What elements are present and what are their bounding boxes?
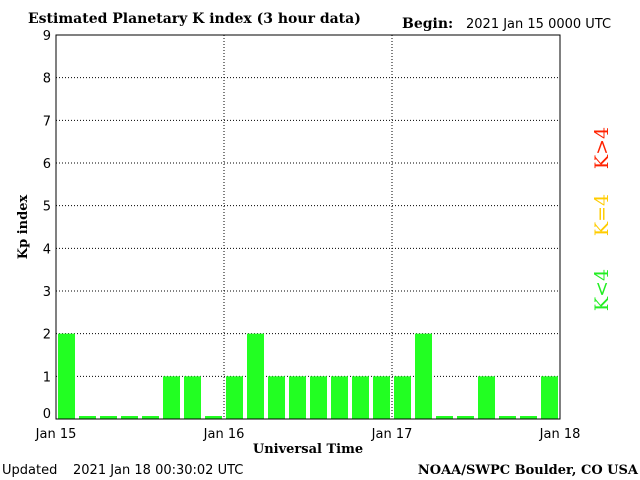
kp-bar (520, 416, 537, 419)
grid-lines (56, 35, 560, 419)
y-tick-label: 9 (43, 29, 51, 44)
bars-group (58, 333, 558, 419)
y-tick-label: 8 (43, 72, 51, 87)
updated-label: Updated (2, 463, 57, 478)
kp-bar (373, 376, 390, 419)
kp-bar (226, 376, 243, 419)
kp-bar (541, 376, 558, 419)
kp-bar (394, 376, 411, 419)
kp-bar (100, 416, 117, 419)
kp-bar (478, 376, 495, 419)
kp-bar (499, 416, 516, 419)
kp-bar (415, 333, 432, 419)
kp-bar (142, 416, 159, 419)
x-tick-label: Jan 18 (539, 427, 581, 442)
kp-bar (184, 376, 201, 419)
x-tick-label: Jan 17 (371, 427, 413, 442)
y-tick-label: 3 (43, 285, 51, 300)
x-tick-label: Jan 16 (203, 427, 245, 442)
kp-bar (205, 416, 222, 419)
y-tick-label: 6 (43, 157, 51, 172)
kp-bar (163, 376, 180, 419)
kp-bar (268, 376, 285, 419)
legend-k-above-4: K>4 (591, 127, 613, 169)
source-credit: NOAA/SWPC Boulder, CO USA (418, 463, 639, 478)
x-tick-label: Jan 15 (35, 427, 77, 442)
kp-bar (58, 333, 75, 419)
y-axis-label: Kp index (16, 195, 31, 260)
x-tick-labels: Jan 15 Jan 16 Jan 17 Jan 18 (35, 427, 581, 442)
chart-title: Estimated Planetary K index (3 hour data… (28, 11, 361, 27)
kp-bar (121, 416, 138, 419)
y-tick-label: 4 (43, 242, 51, 257)
begin-label: Begin: (402, 16, 453, 32)
y-tick-label: 1 (43, 370, 51, 385)
x-axis-label: Universal Time (253, 442, 363, 457)
kp-bar (310, 376, 327, 419)
kp-bar (79, 416, 96, 419)
y-tick-labels: 0 1 2 3 4 5 6 7 8 9 (43, 29, 51, 422)
y-tick-label: 7 (43, 114, 51, 129)
kp-bar (352, 376, 369, 419)
kp-bar (247, 333, 264, 419)
begin-value: 2021 Jan 15 0000 UTC (466, 17, 611, 32)
legend-k-below-4: K<4 (591, 269, 613, 311)
kp-bar (436, 416, 453, 419)
y-tick-label: 2 (43, 328, 51, 343)
y-tick-label: 5 (43, 200, 51, 215)
legend-k-equal-4: K=4 (591, 194, 613, 236)
plot-frame (55, 34, 561, 420)
kp-bar (457, 416, 474, 419)
y-tick-label: 0 (43, 407, 51, 422)
kp-bar (289, 376, 306, 419)
updated-value: 2021 Jan 18 00:30:02 UTC (73, 463, 243, 478)
kp-bar (331, 376, 348, 419)
